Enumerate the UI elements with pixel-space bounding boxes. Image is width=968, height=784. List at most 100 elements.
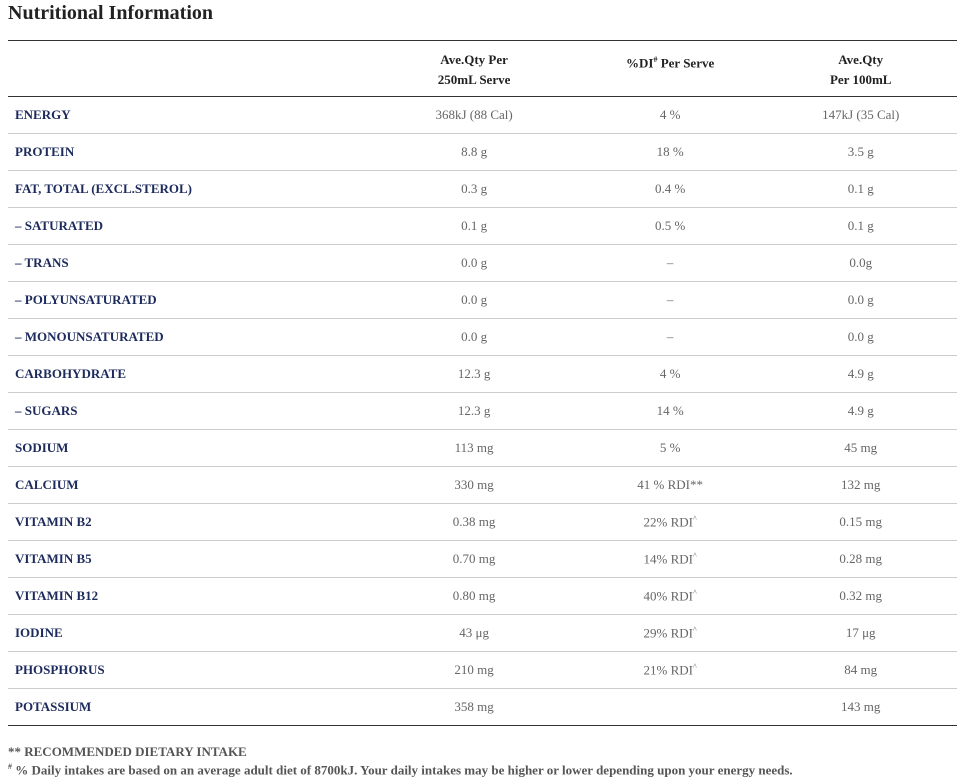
text: – SUGARS — [15, 403, 78, 418]
text: 0.80 mg — [452, 588, 496, 603]
value-cell: 40% RDI^ — [576, 588, 765, 604]
nutrient-label: – MONOUNSATURATED — [8, 329, 372, 345]
text: 0.0g — [849, 255, 873, 270]
text: ENERGY — [15, 107, 71, 122]
value-cell: 358 mg — [372, 699, 575, 715]
text: PHOSPHORUS — [15, 662, 105, 677]
value-cell: 84 mg — [764, 662, 957, 678]
text: 0.1 g — [461, 218, 488, 233]
value-cell: 210 mg — [372, 662, 575, 678]
text: 41 % RDI** — [637, 477, 703, 492]
value-cell: – — [576, 329, 765, 345]
text: VITAMIN B5 — [15, 551, 92, 566]
text: 250mL Serve — [437, 72, 511, 87]
value-cell: 41 % RDI** — [576, 477, 765, 493]
table-row: ENERGY 368kJ (88 Cal) 4 % 147kJ (35 Cal) — [8, 97, 957, 134]
text: – SATURATED — [15, 218, 104, 233]
value-cell: 0.1 g — [764, 181, 957, 197]
nutrient-label: – TRANS — [8, 255, 372, 271]
text: 40% RDI — [643, 588, 693, 604]
nutrient-label: VITAMIN B12 — [8, 588, 372, 604]
text: 12.3 g — [457, 366, 491, 381]
header-line: Per 100mL — [764, 70, 957, 90]
text: – TRANS — [15, 255, 69, 270]
value-cell: 0.4 % — [576, 181, 765, 197]
text: 113 mg — [454, 440, 494, 455]
header-cell: Ave.Qty Per 100mL — [764, 41, 957, 90]
text: CALCIUM — [15, 477, 79, 492]
text: 18 % — [656, 144, 684, 159]
value-cell: 0.1 g — [764, 218, 957, 234]
text: SODIUM — [15, 440, 69, 455]
value-cell: 143 mg — [764, 699, 957, 715]
nutrition-table: Ave.Qty Per 250mL Serve %DI# Per Serve Ave.… — [8, 40, 957, 726]
value-cell: 113 mg — [372, 440, 575, 456]
value-cell: 3.5 g — [764, 144, 957, 160]
text: – — [666, 255, 674, 270]
value-cell: 4 % — [576, 366, 765, 382]
text: CARBOHYDRATE — [15, 366, 126, 381]
value-cell: 4.9 g — [764, 366, 957, 382]
value-cell: 0.28 mg — [764, 551, 957, 567]
nutrient-label: SODIUM — [8, 440, 372, 456]
value-cell: 0.32 mg — [764, 588, 957, 604]
value-cell: – — [576, 292, 765, 308]
table-row: – MONOUNSATURATED 0.0 g – 0.0 g — [8, 319, 957, 356]
value-cell: 45 mg — [764, 440, 957, 456]
text: 368kJ (88 Cal) — [435, 107, 513, 122]
text: 0.5 % — [654, 218, 686, 233]
text: 4.9 g — [847, 366, 874, 381]
header-row: Ave.Qty Per 250mL Serve %DI# Per Serve Ave.… — [8, 41, 957, 97]
nutrient-label: PHOSPHORUS — [8, 662, 372, 678]
nutrient-label: ENERGY — [8, 107, 372, 123]
value-cell: 0.38 mg — [372, 514, 575, 530]
table-row: FAT, TOTAL (EXCL.STEROL) 0.3 g 0.4 % 0.1 g — [8, 171, 957, 208]
text: 210 mg — [454, 662, 494, 677]
header-line: %DI# Per Serve — [576, 50, 765, 73]
text: 3.5 g — [847, 144, 874, 159]
value-cell: – — [576, 255, 765, 271]
text: ** RECOMMENDED DIETARY INTAKE — [8, 744, 247, 759]
value-cell: 21% RDI^ — [576, 662, 765, 678]
superscript: ^ — [692, 661, 697, 671]
text: 0.3 g — [461, 181, 488, 196]
header-line: Ave.Qty — [764, 50, 957, 70]
text: Ave.Qty Per — [440, 52, 508, 67]
text: 12.3 g — [457, 403, 491, 418]
text: %DI — [626, 55, 654, 71]
superscript: ^ — [692, 587, 697, 597]
nutrient-label: VITAMIN B5 — [8, 551, 372, 567]
value-cell: 330 mg — [372, 477, 575, 493]
footnote: # % Daily intakes are based on an averag… — [8, 759, 793, 777]
table-row: – SATURATED 0.1 g 0.5 % 0.1 g — [8, 208, 957, 245]
text: 0.0 g — [461, 255, 488, 270]
value-cell: 0.0g — [764, 255, 957, 271]
text: 21% RDI — [643, 662, 693, 678]
superscript: ^ — [692, 513, 697, 523]
superscript: ^ — [692, 624, 697, 634]
superscript: # — [653, 55, 658, 64]
text: Per Serve — [657, 55, 715, 71]
text: 0.70 mg — [452, 551, 496, 566]
text: 45 mg — [844, 440, 878, 455]
superscript: # — [8, 762, 12, 771]
table-row: CARBOHYDRATE 12.3 g 4 % 4.9 g — [8, 356, 957, 393]
nutrient-label: CALCIUM — [8, 477, 372, 493]
text: 0.0 g — [461, 329, 488, 344]
value-cell: 14% RDI^ — [576, 551, 765, 567]
text: 0.28 mg — [839, 551, 883, 566]
header-line: 250mL Serve — [372, 70, 575, 90]
header-cell: Ave.Qty Per 250mL Serve — [372, 41, 575, 90]
table-row: VITAMIN B2 0.38 mg 22% RDI^ 0.15 mg — [8, 504, 957, 541]
value-cell: 8.8 g — [372, 144, 575, 160]
value-cell: 368kJ (88 Cal) — [372, 107, 575, 123]
nutrient-label: POTASSIUM — [8, 699, 372, 715]
value-cell: 0.15 mg — [764, 514, 957, 530]
table-row: POTASSIUM 358 mg 143 mg — [8, 689, 957, 725]
text: 0.0 g — [847, 292, 874, 307]
text: 330 mg — [454, 477, 494, 492]
value-cell: 0.0 g — [372, 292, 575, 308]
text: VITAMIN B2 — [15, 514, 92, 529]
text: – POLYUNSATURATED — [15, 292, 157, 307]
